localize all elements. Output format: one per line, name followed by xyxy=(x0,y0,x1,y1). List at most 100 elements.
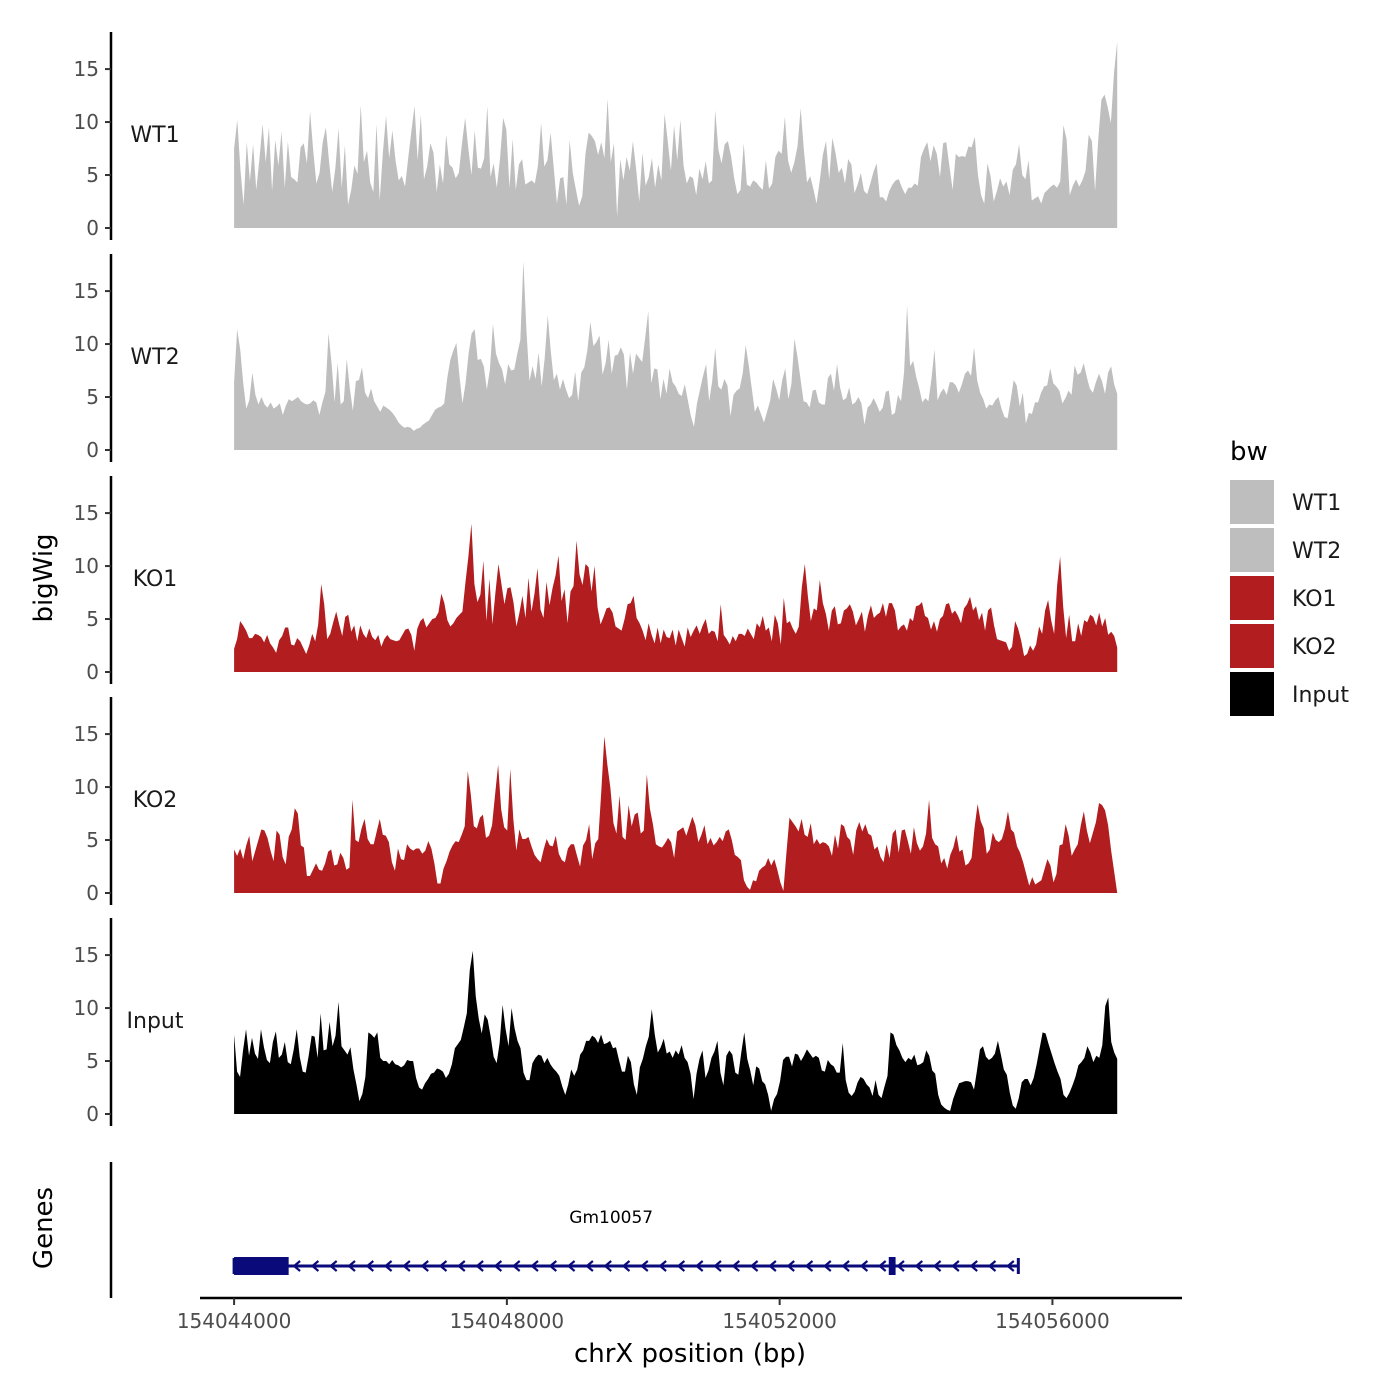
y-tick-label: 0 xyxy=(86,438,99,462)
y-tick-label: 15 xyxy=(74,57,99,81)
x-tick-label: 154044000 xyxy=(177,1309,292,1333)
strand-chevron xyxy=(731,1260,741,1272)
y-tick-label: 5 xyxy=(86,163,99,187)
legend-label-ko2: KO2 xyxy=(1292,635,1337,660)
x-axis: 154044000 154048000 154052000 154056000 xyxy=(177,1296,1182,1333)
track-label: KO2 xyxy=(133,788,178,813)
legend-key-ko1 xyxy=(1230,576,1274,620)
y-tick-label: 10 xyxy=(74,996,99,1020)
strand-chevron xyxy=(475,1260,484,1272)
x-axis-title: chrX position (bp) xyxy=(574,1339,806,1369)
y-tick-label: 10 xyxy=(74,554,99,578)
strand-chevron xyxy=(292,1260,301,1272)
legend-label-wt2: WT2 xyxy=(1292,539,1341,564)
strand-chevron xyxy=(621,1260,631,1272)
exon xyxy=(234,1257,289,1275)
track-wt1: 0 5 10 15 WT1 xyxy=(74,32,1118,240)
legend-label-ko1: KO1 xyxy=(1292,587,1337,612)
gene-name-label: Gm10057 xyxy=(569,1208,653,1228)
bigwig-tracks: 0 5 10 15 WT1 0 5 10 15 WT2 0 5 10 15 KO1 0 5 10 15 KO2 0 5 10… xyxy=(74,32,1118,1126)
y-tick-label: 10 xyxy=(74,775,99,799)
strand-chevron xyxy=(804,1260,814,1272)
track-label: WT2 xyxy=(130,345,179,370)
strand-chevron xyxy=(951,1260,960,1272)
strand-chevron xyxy=(1006,1260,1015,1272)
strand-chevron xyxy=(603,1260,612,1272)
track-label: WT1 xyxy=(130,123,179,148)
exon xyxy=(888,1257,896,1275)
area-input xyxy=(234,950,1118,1114)
track-wt2: 0 5 10 15 WT2 xyxy=(74,254,1118,462)
strand-chevron xyxy=(749,1260,759,1272)
legend: bw WT1 WT2 KO1 KO2 Input xyxy=(1230,437,1349,716)
y-tick-label: 15 xyxy=(74,279,99,303)
strand-chevron xyxy=(640,1260,649,1272)
y-tick-label: 15 xyxy=(74,943,99,967)
track-ko2: 0 5 10 15 KO2 xyxy=(74,697,1118,905)
strand-chevron xyxy=(914,1260,924,1272)
y-tick-label: 5 xyxy=(86,828,99,852)
genes-axis-title: Genes xyxy=(29,1187,59,1269)
area-ko2 xyxy=(234,736,1118,893)
strand-chevron xyxy=(365,1260,375,1272)
strand-chevron xyxy=(768,1260,777,1272)
y-tick-label: 10 xyxy=(74,110,99,134)
strand-chevron xyxy=(823,1260,832,1272)
y-tick-label: 0 xyxy=(86,1102,99,1126)
strand-chevron xyxy=(713,1260,722,1272)
strand-chevron xyxy=(841,1260,850,1272)
strand-chevron xyxy=(932,1260,942,1272)
strand-chevron xyxy=(987,1260,997,1272)
track-ko1: 0 5 10 15 KO1 xyxy=(74,476,1118,684)
y-tick-label: 10 xyxy=(74,332,99,356)
strand-chevron xyxy=(328,1260,338,1272)
strand-chevron xyxy=(969,1260,978,1272)
strand-chevron xyxy=(347,1260,356,1272)
strand-chevron xyxy=(548,1260,558,1272)
legend-label-wt1: WT1 xyxy=(1292,491,1341,516)
strand-chevron xyxy=(786,1260,795,1272)
strand-chevron xyxy=(420,1260,429,1272)
area-wt1 xyxy=(234,41,1118,228)
strand-chevron xyxy=(493,1260,503,1272)
y-tick-label: 15 xyxy=(74,722,99,746)
genes-panel: Genes Gm10057 xyxy=(29,1162,1020,1298)
strand-chevron xyxy=(511,1260,521,1272)
strand-chevron xyxy=(585,1260,594,1272)
strand-chevron xyxy=(676,1260,686,1272)
track-input: 0 5 10 15 Input xyxy=(74,918,1118,1126)
strand-chevron xyxy=(457,1260,466,1272)
gene-models: Gm10057 xyxy=(232,1208,1020,1275)
strand-chevron xyxy=(566,1260,576,1272)
strand-chevron xyxy=(694,1260,704,1272)
strand-chevron xyxy=(438,1260,448,1272)
strand-chevron xyxy=(859,1260,869,1272)
area-ko1 xyxy=(234,523,1118,672)
track-label: KO1 xyxy=(133,567,178,592)
legend-title: bw xyxy=(1230,437,1268,467)
y-axis-title: bigWig xyxy=(29,533,59,622)
y-tick-label: 15 xyxy=(74,501,99,525)
x-tick-label: 154048000 xyxy=(450,1309,565,1333)
legend-key-wt1 xyxy=(1230,480,1274,524)
track-label: Input xyxy=(127,1009,184,1034)
x-tick-label: 154052000 xyxy=(722,1309,837,1333)
strand-chevron xyxy=(658,1260,667,1272)
y-tick-label: 5 xyxy=(86,607,99,631)
strand-chevron xyxy=(877,1260,887,1272)
y-tick-label: 0 xyxy=(86,881,99,905)
x-tick-label: 154056000 xyxy=(995,1309,1110,1333)
strand-chevron xyxy=(402,1260,411,1272)
legend-key-input xyxy=(1230,672,1274,716)
legend-key-wt2 xyxy=(1230,528,1274,572)
y-tick-label: 5 xyxy=(86,385,99,409)
strand-chevron xyxy=(530,1260,539,1272)
y-tick-label: 0 xyxy=(86,660,99,684)
y-tick-label: 5 xyxy=(86,1049,99,1073)
area-wt2 xyxy=(234,261,1118,450)
strand-chevron xyxy=(310,1260,320,1272)
strand-chevron xyxy=(896,1260,905,1272)
legend-key-ko2 xyxy=(1230,624,1274,668)
gene-gm10057: Gm10057 xyxy=(232,1208,1020,1275)
